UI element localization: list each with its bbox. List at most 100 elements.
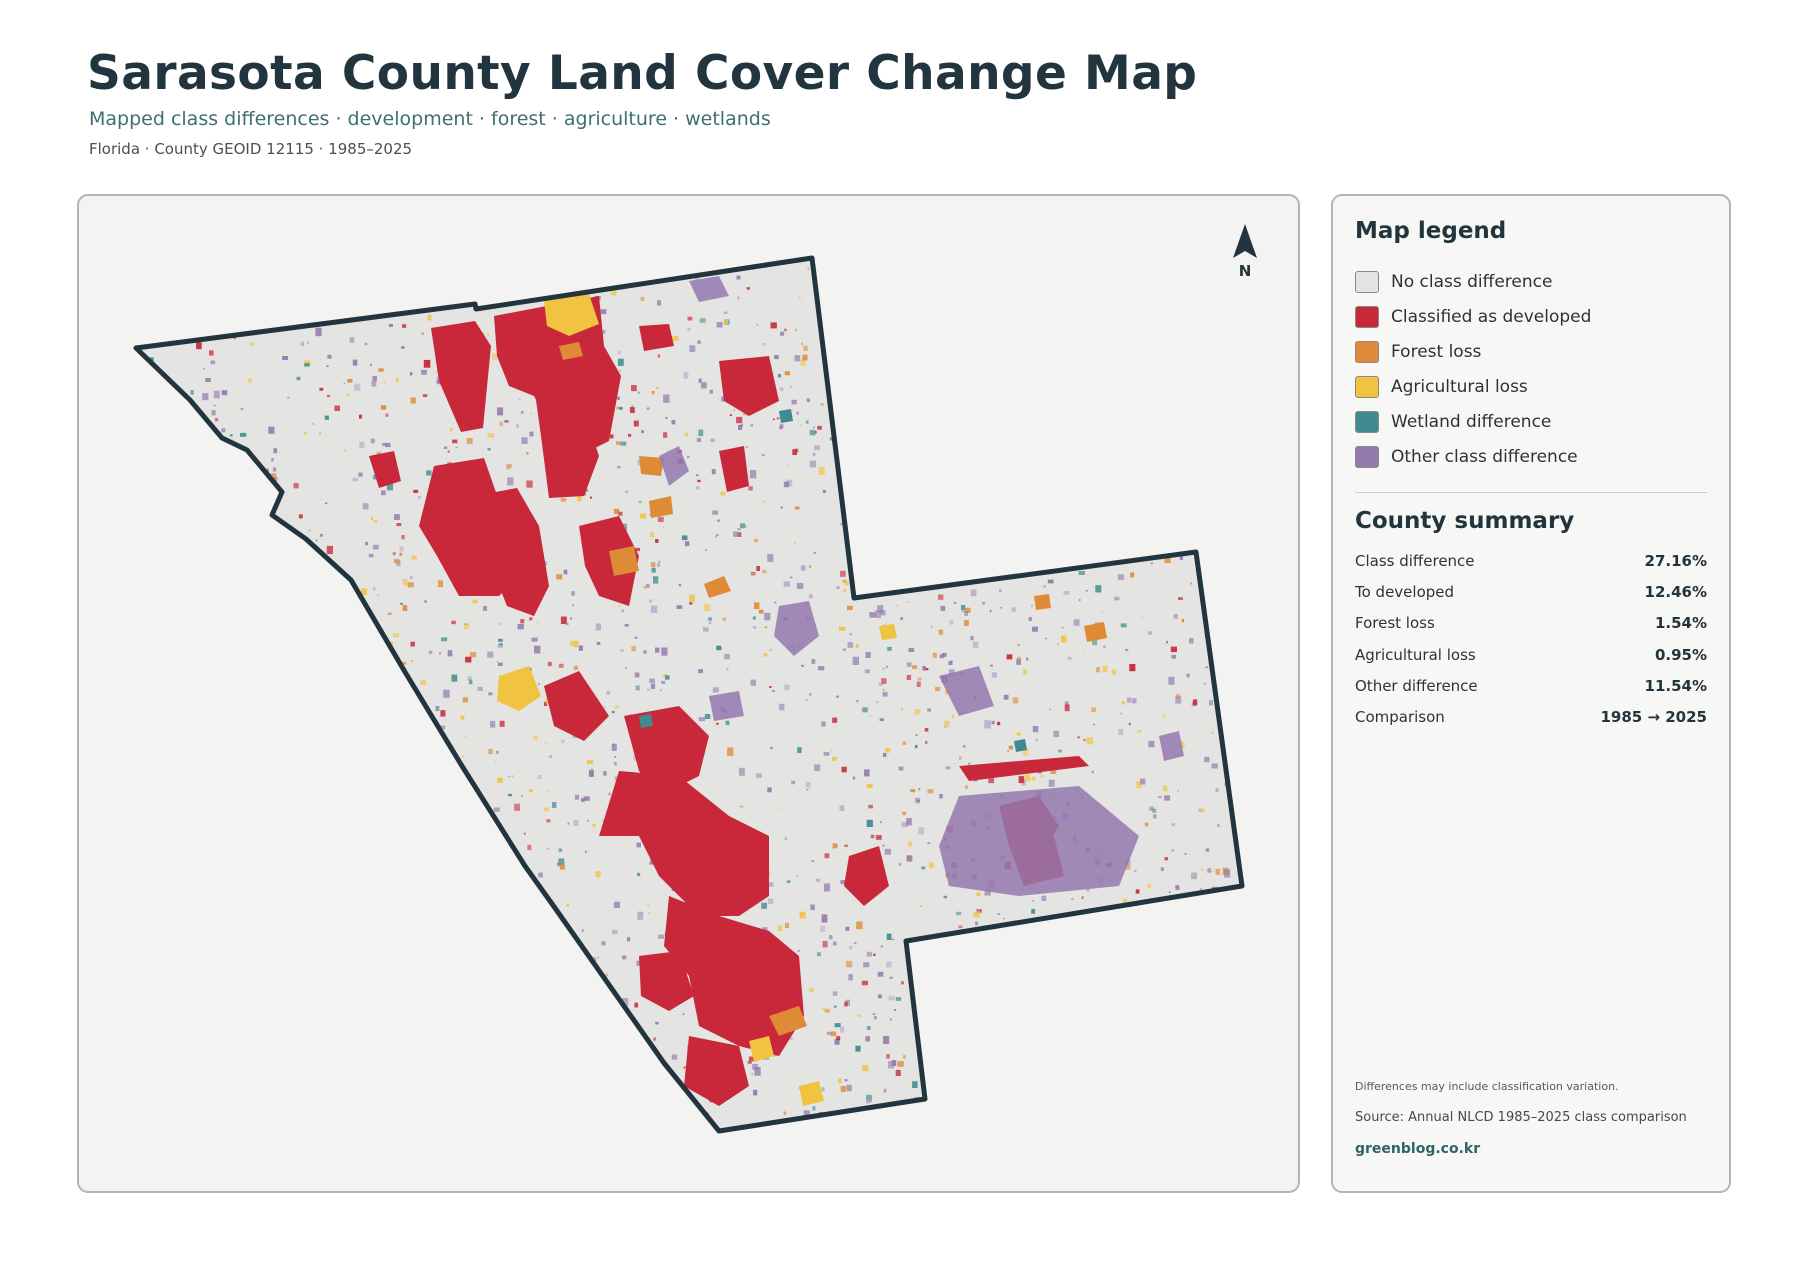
summary-row: Agricultural loss 0.95%: [1355, 639, 1707, 670]
change-speckle: [1168, 260, 1173, 265]
change-speckle: [312, 554, 316, 560]
change-speckle: [365, 1001, 368, 1005]
change-speckle: [349, 337, 355, 343]
legend-item: Other class difference: [1355, 439, 1591, 474]
change-speckle: [165, 492, 171, 497]
change-speckle: [1222, 536, 1228, 541]
change-speckle: [380, 709, 385, 715]
change-speckle: [908, 273, 915, 280]
change-speckle: [309, 774, 315, 781]
change-speckle: [421, 1013, 424, 1016]
change-speckle: [544, 701, 548, 706]
change-speckle: [1031, 393, 1037, 399]
change-speckle: [733, 531, 738, 537]
change-speckle: [780, 1124, 785, 1130]
forest-loss-patch: [639, 456, 664, 476]
change-speckle: [558, 663, 564, 668]
change-speckle: [1211, 763, 1218, 769]
change-speckle: [901, 707, 903, 710]
change-speckle: [964, 446, 969, 452]
change-speckle: [794, 355, 801, 362]
change-speckle: [716, 645, 722, 651]
change-speckle: [183, 1020, 190, 1028]
change-speckle: [974, 942, 980, 946]
developed-patch: [719, 356, 779, 416]
legend-label: Agricultural loss: [1391, 376, 1528, 397]
change-speckle: [347, 1095, 352, 1099]
change-speckle: [175, 1081, 181, 1085]
change-speckle: [365, 618, 370, 622]
change-speckle: [520, 619, 525, 624]
change-speckle: [650, 562, 656, 567]
change-speckle: [1134, 513, 1142, 521]
change-speckle: [1248, 804, 1251, 807]
change-speckle: [207, 745, 212, 751]
change-speckle: [324, 976, 331, 983]
change-speckle: [614, 776, 618, 781]
change-speckle: [188, 970, 195, 980]
change-speckle: [951, 513, 957, 519]
change-speckle: [136, 911, 137, 915]
change-speckle: [194, 1118, 197, 1121]
change-speckle: [855, 555, 861, 559]
change-speckle: [1204, 756, 1210, 763]
change-speckle: [1118, 1140, 1124, 1148]
change-speckle: [833, 1005, 837, 1008]
change-speckle: [346, 964, 353, 972]
change-speckle: [189, 731, 194, 738]
change-speckle: [1119, 1042, 1125, 1047]
change-speckle: [1162, 785, 1168, 792]
change-speckle: [1010, 368, 1014, 373]
change-speckle: [779, 387, 784, 391]
change-speckle: [866, 1026, 871, 1030]
change-speckle: [352, 938, 355, 941]
map-panel[interactable]: [77, 194, 1300, 1193]
change-speckle: [951, 430, 956, 435]
change-speckle: [136, 704, 137, 709]
change-speckle: [655, 539, 659, 543]
change-speckle: [178, 1046, 184, 1052]
change-speckle: [956, 473, 961, 479]
agricultural-loss-patch: [879, 624, 897, 640]
change-speckle: [696, 486, 700, 490]
change-speckle: [349, 1136, 353, 1141]
change-speckle: [262, 728, 267, 733]
change-speckle: [1043, 1024, 1049, 1032]
change-speckle: [224, 776, 229, 782]
change-speckle: [945, 324, 949, 329]
change-speckle: [966, 976, 970, 979]
change-speckle: [891, 430, 898, 436]
change-speckle: [352, 359, 358, 366]
change-speckle: [1210, 416, 1217, 421]
legend-label: No class difference: [1391, 271, 1553, 292]
change-speckle: [1049, 415, 1053, 419]
change-speckle: [1059, 1046, 1062, 1049]
change-speckle: [984, 720, 991, 729]
change-speckle: [823, 883, 831, 892]
change-speckle: [497, 778, 503, 783]
change-speckle: [790, 386, 793, 388]
change-speckle: [1016, 659, 1021, 665]
change-speckle: [260, 531, 265, 534]
other-difference-patch: [659, 446, 689, 486]
change-speckle: [1191, 874, 1194, 877]
summary-row: To developed 12.46%: [1355, 576, 1707, 607]
change-speckle: [1246, 541, 1251, 547]
change-speckle: [374, 1064, 381, 1072]
change-speckle: [370, 307, 373, 310]
change-speckle: [767, 898, 774, 904]
change-speckle: [698, 717, 706, 722]
change-speckle: [497, 962, 501, 968]
site-link[interactable]: greenblog.co.kr: [1355, 1141, 1481, 1157]
change-speckle: [825, 1119, 829, 1123]
change-speckle: [591, 768, 593, 771]
change-speckle: [866, 951, 873, 957]
change-speckle: [1092, 638, 1098, 646]
change-speckle: [1046, 433, 1053, 438]
county-map[interactable]: [79, 196, 1300, 1193]
change-speckle: [500, 949, 503, 952]
change-speckle: [533, 735, 538, 740]
change-speckle: [497, 939, 501, 945]
change-speckle: [399, 277, 404, 281]
change-speckle: [1177, 790, 1179, 792]
